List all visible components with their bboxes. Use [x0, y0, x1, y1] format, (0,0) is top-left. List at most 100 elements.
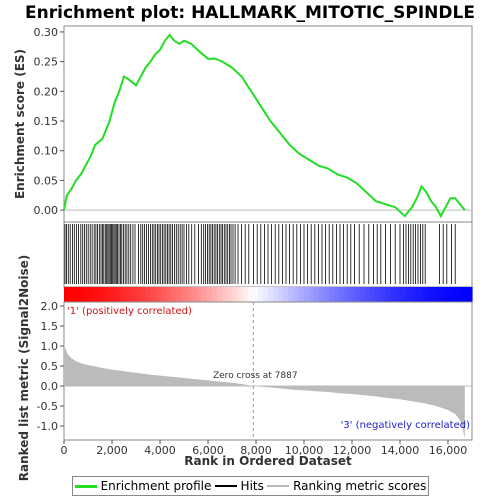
- legend-hits-label: Hits: [240, 479, 264, 493]
- color-bar-segment: [84, 287, 91, 302]
- x-tick-label: 6,000: [192, 444, 224, 457]
- color-bar-segment: [273, 287, 279, 302]
- metric-y-tick-label: 0.5: [41, 360, 59, 373]
- color-bar-segment: [94, 287, 101, 302]
- color-bar-segment: [109, 287, 116, 302]
- color-bar-segment: [227, 287, 233, 302]
- color-bar-segment: [303, 287, 310, 302]
- color-bar-segment: [334, 287, 340, 302]
- x-tick-label: 0: [61, 444, 68, 457]
- es-y-tick-label: 0.20: [34, 85, 59, 98]
- es-y-axis-label: Enrichment score (ES): [13, 49, 27, 199]
- color-bar-segment: [222, 287, 228, 302]
- color-bar-segment: [370, 287, 376, 302]
- color-bar-segment: [69, 287, 75, 302]
- color-bar-segment: [283, 287, 289, 302]
- positive-correlation-label: '1' (positively correlated): [67, 306, 192, 317]
- color-bar-segment: [441, 287, 448, 302]
- color-bar-segment: [319, 287, 325, 302]
- color-bar-segment: [385, 287, 391, 302]
- color-bar-segment: [349, 287, 356, 302]
- zero-cross-label: Zero cross at 7887: [213, 371, 298, 381]
- color-bar-segment: [140, 287, 147, 302]
- legend-enrichment-label: Enrichment profile: [100, 479, 212, 493]
- color-bar-segment: [181, 287, 187, 302]
- metric-y-axis-label: Ranked list metric (Signal2Noise): [17, 255, 31, 482]
- color-bar-segment: [64, 287, 70, 302]
- color-bar-segment: [171, 287, 177, 302]
- metric-y-tick-label: 1.5: [41, 320, 59, 333]
- color-bar-segment: [176, 287, 182, 302]
- color-bar-segment: [217, 287, 223, 302]
- color-bar-segment: [211, 287, 218, 302]
- color-bar-segment: [160, 287, 167, 302]
- legend: Enrichment profile Hits Ranking metric s…: [72, 476, 429, 496]
- x-tick-label: 12,000: [333, 444, 372, 457]
- color-bar-segment: [451, 287, 458, 302]
- color-bar-segment: [431, 287, 437, 302]
- legend-item-hits: Hits: [214, 479, 264, 493]
- es-y-tick-label: 0.05: [34, 174, 59, 187]
- color-bar-segment: [395, 287, 402, 302]
- legend-item-ranking: Ranking metric scores: [267, 479, 426, 493]
- color-bar-segment: [79, 287, 85, 302]
- metric-y-tick-label: -0.5: [37, 400, 58, 413]
- color-bar-segment: [120, 287, 126, 302]
- color-bar-segment: [166, 287, 172, 302]
- color-bar-segment: [324, 287, 330, 302]
- color-bar-segment: [268, 287, 274, 302]
- color-bar-segment: [186, 287, 193, 302]
- color-bar-segment: [257, 287, 264, 302]
- color-bar-segment: [252, 287, 259, 302]
- legend-item-enrichment: Enrichment profile: [74, 479, 212, 493]
- legend-enrichment-swatch: [74, 484, 97, 488]
- es-panel: [63, 25, 473, 223]
- es-y-tick-label: 0.10: [34, 145, 59, 158]
- legend-ranking-label: Ranking metric scores: [293, 479, 427, 493]
- color-bar-segment: [456, 287, 463, 302]
- color-bar-segment: [130, 287, 136, 302]
- es-y-tick-label: 0.15: [34, 115, 59, 128]
- enrichment-profile-line: [63, 33, 466, 219]
- metric-panel: [63, 301, 473, 441]
- x-tick-label: 14,000: [381, 444, 420, 457]
- color-bar-segment: [436, 287, 442, 302]
- color-bar-segment: [196, 287, 203, 302]
- negative-correlation-label: '3' (negatively correlated): [341, 420, 470, 431]
- color-bar-segment: [298, 287, 305, 302]
- color-bar-segment: [308, 287, 315, 302]
- color-bar-segment: [115, 287, 121, 302]
- color-bar-segment: [99, 287, 106, 302]
- ranking-color-bar: [64, 287, 473, 302]
- color-bar-segment: [206, 287, 213, 302]
- color-bar-segment: [247, 287, 254, 302]
- color-bar-segment: [293, 287, 300, 302]
- color-bar-segment: [354, 287, 361, 302]
- color-bar-segment: [145, 287, 152, 302]
- color-bar-segment: [150, 287, 157, 302]
- color-bar-segment: [242, 287, 249, 302]
- es-y-tick-label: 0.00: [34, 204, 59, 217]
- color-bar-segment: [390, 287, 397, 302]
- es-y-tick-label: 0.30: [34, 26, 59, 39]
- color-bar-segment: [405, 287, 412, 302]
- es-y-ticks: 0.00 0.05 0.10 0.15 0.20 0.25 0.30: [34, 26, 64, 217]
- color-bar-segment: [421, 287, 427, 302]
- metric-y-tick-label: 2.0: [41, 300, 59, 313]
- color-bar-segment: [237, 287, 244, 302]
- color-bar-segment: [400, 287, 407, 302]
- color-bar-segment: [135, 287, 142, 302]
- color-bar-segment: [339, 287, 346, 302]
- color-bar-segment: [426, 287, 432, 302]
- color-bar-segment: [278, 287, 284, 302]
- color-bar-segment: [125, 287, 131, 302]
- color-bar-segment: [329, 287, 335, 302]
- color-bar-segment: [288, 287, 295, 302]
- color-bar-segment: [313, 287, 320, 302]
- color-bar-segment: [415, 287, 422, 302]
- x-tick-label: 8,000: [240, 444, 272, 457]
- color-bar-segment: [232, 287, 238, 302]
- es-y-tick-label: 0.25: [34, 56, 59, 69]
- color-bar-segment: [359, 287, 366, 302]
